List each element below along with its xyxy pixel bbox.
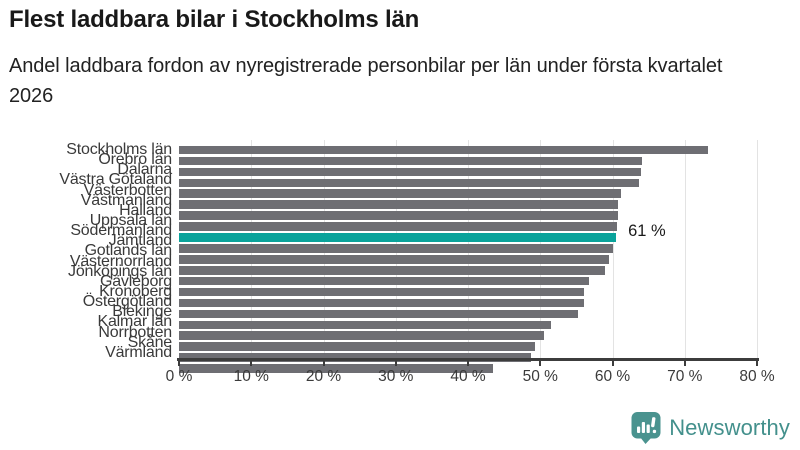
x-axis-tick	[322, 358, 325, 366]
bar	[179, 255, 609, 264]
y-axis-label: Kronoberg	[99, 282, 172, 300]
bar	[179, 331, 544, 341]
y-axis-label: Blekinge	[112, 303, 172, 321]
x-axis-tick	[683, 358, 686, 366]
bar-row	[179, 211, 757, 221]
bar	[179, 167, 641, 177]
bar-row	[179, 364, 757, 374]
bar-row	[179, 298, 757, 309]
bar	[179, 298, 584, 308]
x-axis-tick-label: 40 %	[450, 368, 486, 385]
bar-rows	[179, 145, 757, 373]
newsworthy-icon	[631, 411, 661, 444]
y-axis-label: Stockholms län	[66, 141, 172, 158]
gridline	[757, 140, 758, 358]
newsworthy-logo: Newsworthy	[631, 411, 790, 444]
bar-row	[179, 265, 757, 276]
bar-row	[179, 255, 757, 265]
bar	[179, 342, 536, 351]
y-axis-label: Norrbotten	[98, 323, 172, 341]
bar-row	[179, 189, 757, 199]
bar-row	[179, 342, 757, 352]
bar-row	[179, 156, 757, 167]
bar	[179, 222, 617, 231]
y-axis-label: Västra Götaland	[59, 171, 172, 189]
x-axis-tick-label: 50 %	[522, 368, 558, 385]
chart-subtitle: Andel laddbara fordon av nyregistrerade …	[9, 54, 723, 107]
y-axis-label: Jönköpings län	[68, 262, 172, 280]
x-axis-tick	[611, 358, 614, 366]
bar-row	[179, 287, 757, 298]
bar-row	[179, 276, 757, 287]
bar-row	[179, 233, 757, 243]
bar-row	[179, 167, 757, 178]
x-axis-tick-label: 0 %	[165, 368, 193, 385]
x-axis-tick-label: 30 %	[378, 368, 414, 385]
x-axis-tick-label: 80 %	[739, 368, 775, 385]
bar-row	[179, 331, 757, 341]
x-axis-tick-label: 60 %	[594, 368, 631, 385]
bar-row	[179, 200, 757, 210]
bar-row	[179, 178, 757, 189]
bar	[179, 265, 605, 275]
y-axis-label: Gävleborg	[99, 272, 172, 290]
bar	[179, 156, 643, 166]
y-axis-label: Västmanland	[80, 191, 172, 209]
y-axis-label: Värmland	[105, 343, 172, 361]
y-axis-label: Halland	[119, 201, 172, 219]
bar-row	[179, 353, 757, 363]
bar	[179, 178, 639, 188]
bar-row	[179, 244, 757, 254]
page-title: Flest laddbara bilar i Stockholms län	[9, 6, 420, 33]
y-axis-label: Gotlands län	[84, 242, 173, 260]
x-axis-tick	[467, 358, 469, 366]
bar	[179, 276, 589, 286]
bar-row	[179, 145, 757, 156]
x-axis-tick	[394, 358, 397, 366]
bar	[179, 320, 552, 330]
y-axis-label: Skåne	[127, 333, 173, 351]
x-axis-tick	[250, 358, 253, 366]
y-axis-label: Södermanland	[70, 222, 172, 240]
x-axis-tick-label: 70 %	[667, 368, 703, 385]
bar	[179, 309, 578, 319]
x-axis-tick	[756, 358, 758, 366]
bar	[179, 211, 618, 220]
y-axis-labels: Stockholms län Örebro län Dalarna Västra Gö…	[0, 141, 173, 361]
bar	[179, 200, 619, 209]
y-axis-label: Jämtland	[108, 232, 173, 250]
y-axis-label: Örebro län	[98, 151, 172, 169]
y-axis-label: Dalarna	[117, 161, 172, 179]
y-axis-label: Uppsala län	[89, 211, 173, 229]
x-axis-tick-label: 10 %	[233, 368, 269, 385]
highlight-value-label: 61 %	[628, 222, 666, 241]
x-axis-tick-labels: 0 % 10 % 20 % 30 % 40 % 50 % 60 % 70 % 80 %	[166, 368, 775, 388]
y-axis-label: Västerbotten	[83, 181, 173, 199]
newsworthy-wordmark: Newsworthy	[669, 414, 790, 440]
bar-highlighted	[179, 233, 617, 242]
bar-row	[179, 222, 757, 232]
bar	[179, 353, 531, 362]
bar-row	[179, 320, 757, 331]
y-axis-label: Västernorrland	[69, 252, 172, 270]
bar	[179, 244, 614, 253]
x-axis-tick-label: 20 %	[305, 368, 342, 385]
x-axis-tick	[539, 358, 542, 366]
y-axis-label: Östergötland	[82, 293, 172, 311]
bar-row	[179, 309, 757, 320]
y-axis-label: Kalmar län	[97, 313, 173, 331]
bar	[179, 364, 494, 373]
gridline	[684, 140, 686, 358]
bar-chart: Flest laddbara bilar i Stockholms län An…	[0, 6, 775, 388]
bar	[179, 287, 585, 297]
x-axis-tick	[178, 358, 180, 366]
bar	[179, 189, 622, 199]
bar	[179, 145, 708, 155]
